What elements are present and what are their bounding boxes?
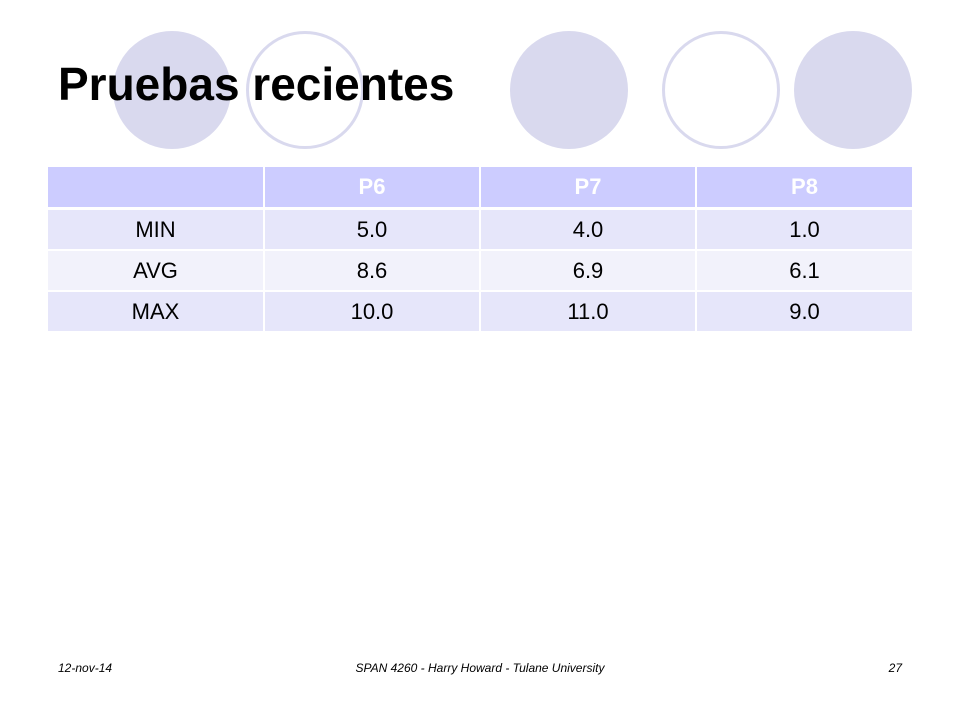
table-header-corner: [48, 167, 265, 210]
decorative-circle-filled: [794, 31, 912, 149]
table-row-avg: AVG 8.6 6.9 6.1: [48, 250, 912, 292]
table-header-row: P6 P7 P8: [48, 167, 912, 210]
footer-page-number: 27: [888, 661, 902, 675]
results-table: P6 P7 P8 MIN 5.0 4.0 1.0 AVG 8.6 6.9 6.1…: [48, 167, 912, 333]
footer-date: 12-nov-14: [58, 661, 113, 675]
table-cell: 10.0: [264, 291, 481, 333]
decorative-circle-filled: [510, 31, 628, 149]
table-header-p7: P7: [480, 167, 697, 210]
table-header-p8: P8: [696, 167, 912, 210]
decorative-circle-ring: [246, 31, 364, 149]
table-row-min: MIN 5.0 4.0 1.0: [48, 208, 912, 251]
footer-course: SPAN 4260 - Harry Howard - Tulane Univer…: [355, 661, 605, 675]
row-label: MIN: [48, 208, 265, 251]
table-cell: 6.1: [696, 250, 912, 292]
row-label: MAX: [48, 291, 265, 333]
table-cell: 4.0: [480, 208, 697, 251]
table-cell: 9.0: [696, 291, 912, 333]
decorative-circle-filled: [113, 31, 231, 149]
table-cell: 8.6: [264, 250, 481, 292]
row-label: AVG: [48, 250, 265, 292]
table-row-max: MAX 10.0 11.0 9.0: [48, 291, 912, 333]
table-cell: 5.0: [264, 208, 481, 251]
decorative-circle-ring: [662, 31, 780, 149]
table-cell: 6.9: [480, 250, 697, 292]
table-cell: 1.0: [696, 208, 912, 251]
table-header-p6: P6: [264, 167, 481, 210]
slide-title: Pruebas recientes: [58, 58, 455, 110]
table-cell: 11.0: [480, 291, 697, 333]
